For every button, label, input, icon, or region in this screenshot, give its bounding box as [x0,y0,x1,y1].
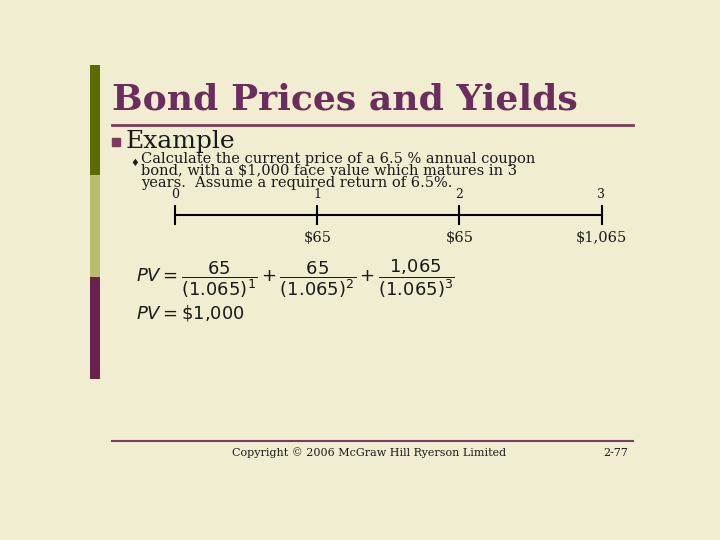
Text: $PV = \$1{,}000$: $PV = \$1{,}000$ [137,303,246,323]
Text: bond, with a $1,000 face value which matures in 3: bond, with a $1,000 face value which mat… [141,164,517,178]
Text: 2-77: 2-77 [604,448,629,458]
Text: 3: 3 [598,188,606,201]
Text: $1,065: $1,065 [576,231,627,245]
Text: Example: Example [126,130,235,153]
Text: 0: 0 [171,188,179,201]
Text: years.  Assume a required return of 6.5%.: years. Assume a required return of 6.5%. [141,177,453,191]
Text: Bond Prices and Yields: Bond Prices and Yields [112,83,577,117]
Text: 1: 1 [313,188,321,201]
Bar [90,277,100,379]
Bar [90,175,100,277]
Text: $PV = \dfrac{65}{(1.065)^{1}} + \dfrac{65}{(1.065)^{2}} + \dfrac{1{,}065}{(1.065: $PV = \dfrac{65}{(1.065)^{1}} + \dfrac{6… [137,258,455,300]
Text: $65: $65 [303,231,331,245]
Text: Copyright © 2006 McGraw Hill Ryerson Limited: Copyright © 2006 McGraw Hill Ryerson Lim… [232,448,506,458]
Text: ♦: ♦ [130,158,139,168]
Text: $65: $65 [446,231,474,245]
Text: 2: 2 [456,188,464,201]
Text: Calculate the current price of a 6.5 % annual coupon: Calculate the current price of a 6.5 % a… [141,152,536,166]
Bar [90,65,100,175]
Bar [112,138,120,146]
